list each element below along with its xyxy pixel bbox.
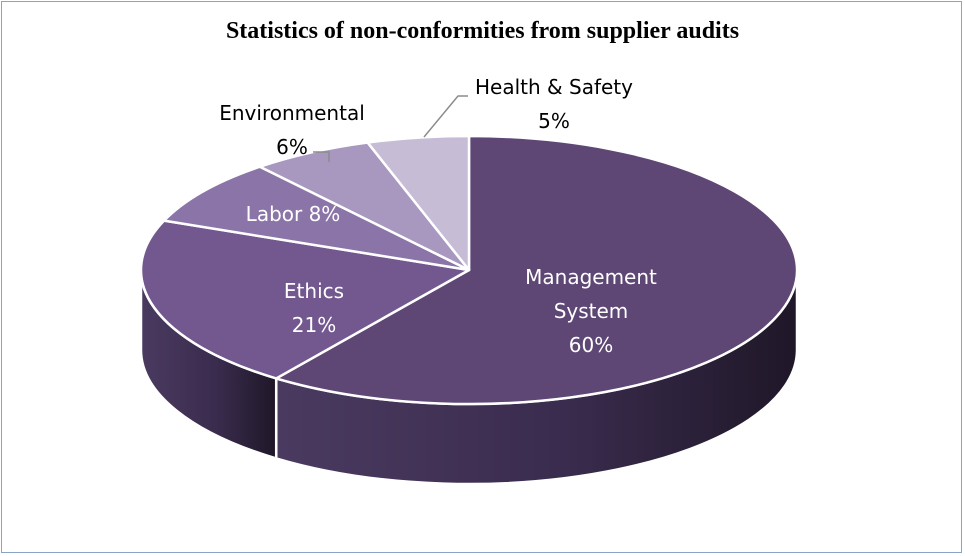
pie-top-slices bbox=[139, 134, 799, 406]
slice-label-ethics: Ethics 21% bbox=[284, 279, 344, 337]
leader-line-environmental bbox=[313, 151, 330, 162]
slice-label-health-safety: Health & Safety 5% bbox=[475, 75, 633, 133]
pie-slice-health-safety bbox=[366, 134, 471, 272]
slice-label-environmental: Environmental 6% bbox=[219, 101, 365, 159]
pie-slice-ethics bbox=[139, 219, 471, 380]
pie-slice-labor bbox=[162, 165, 471, 272]
leader-line-health-safety bbox=[423, 95, 468, 138]
pie-slice-environmental bbox=[258, 141, 471, 272]
pie-labels: Management System 60% Ethics 21% Labor 8% Envi… bbox=[219, 75, 657, 357]
slice-label-management-system: Management System 60% bbox=[525, 265, 657, 357]
pie-slice-management-system bbox=[274, 134, 799, 406]
chart-title: Statistics of non-conformities from supp… bbox=[225, 18, 740, 44]
slice-label-labor: Labor 8% bbox=[246, 202, 341, 226]
